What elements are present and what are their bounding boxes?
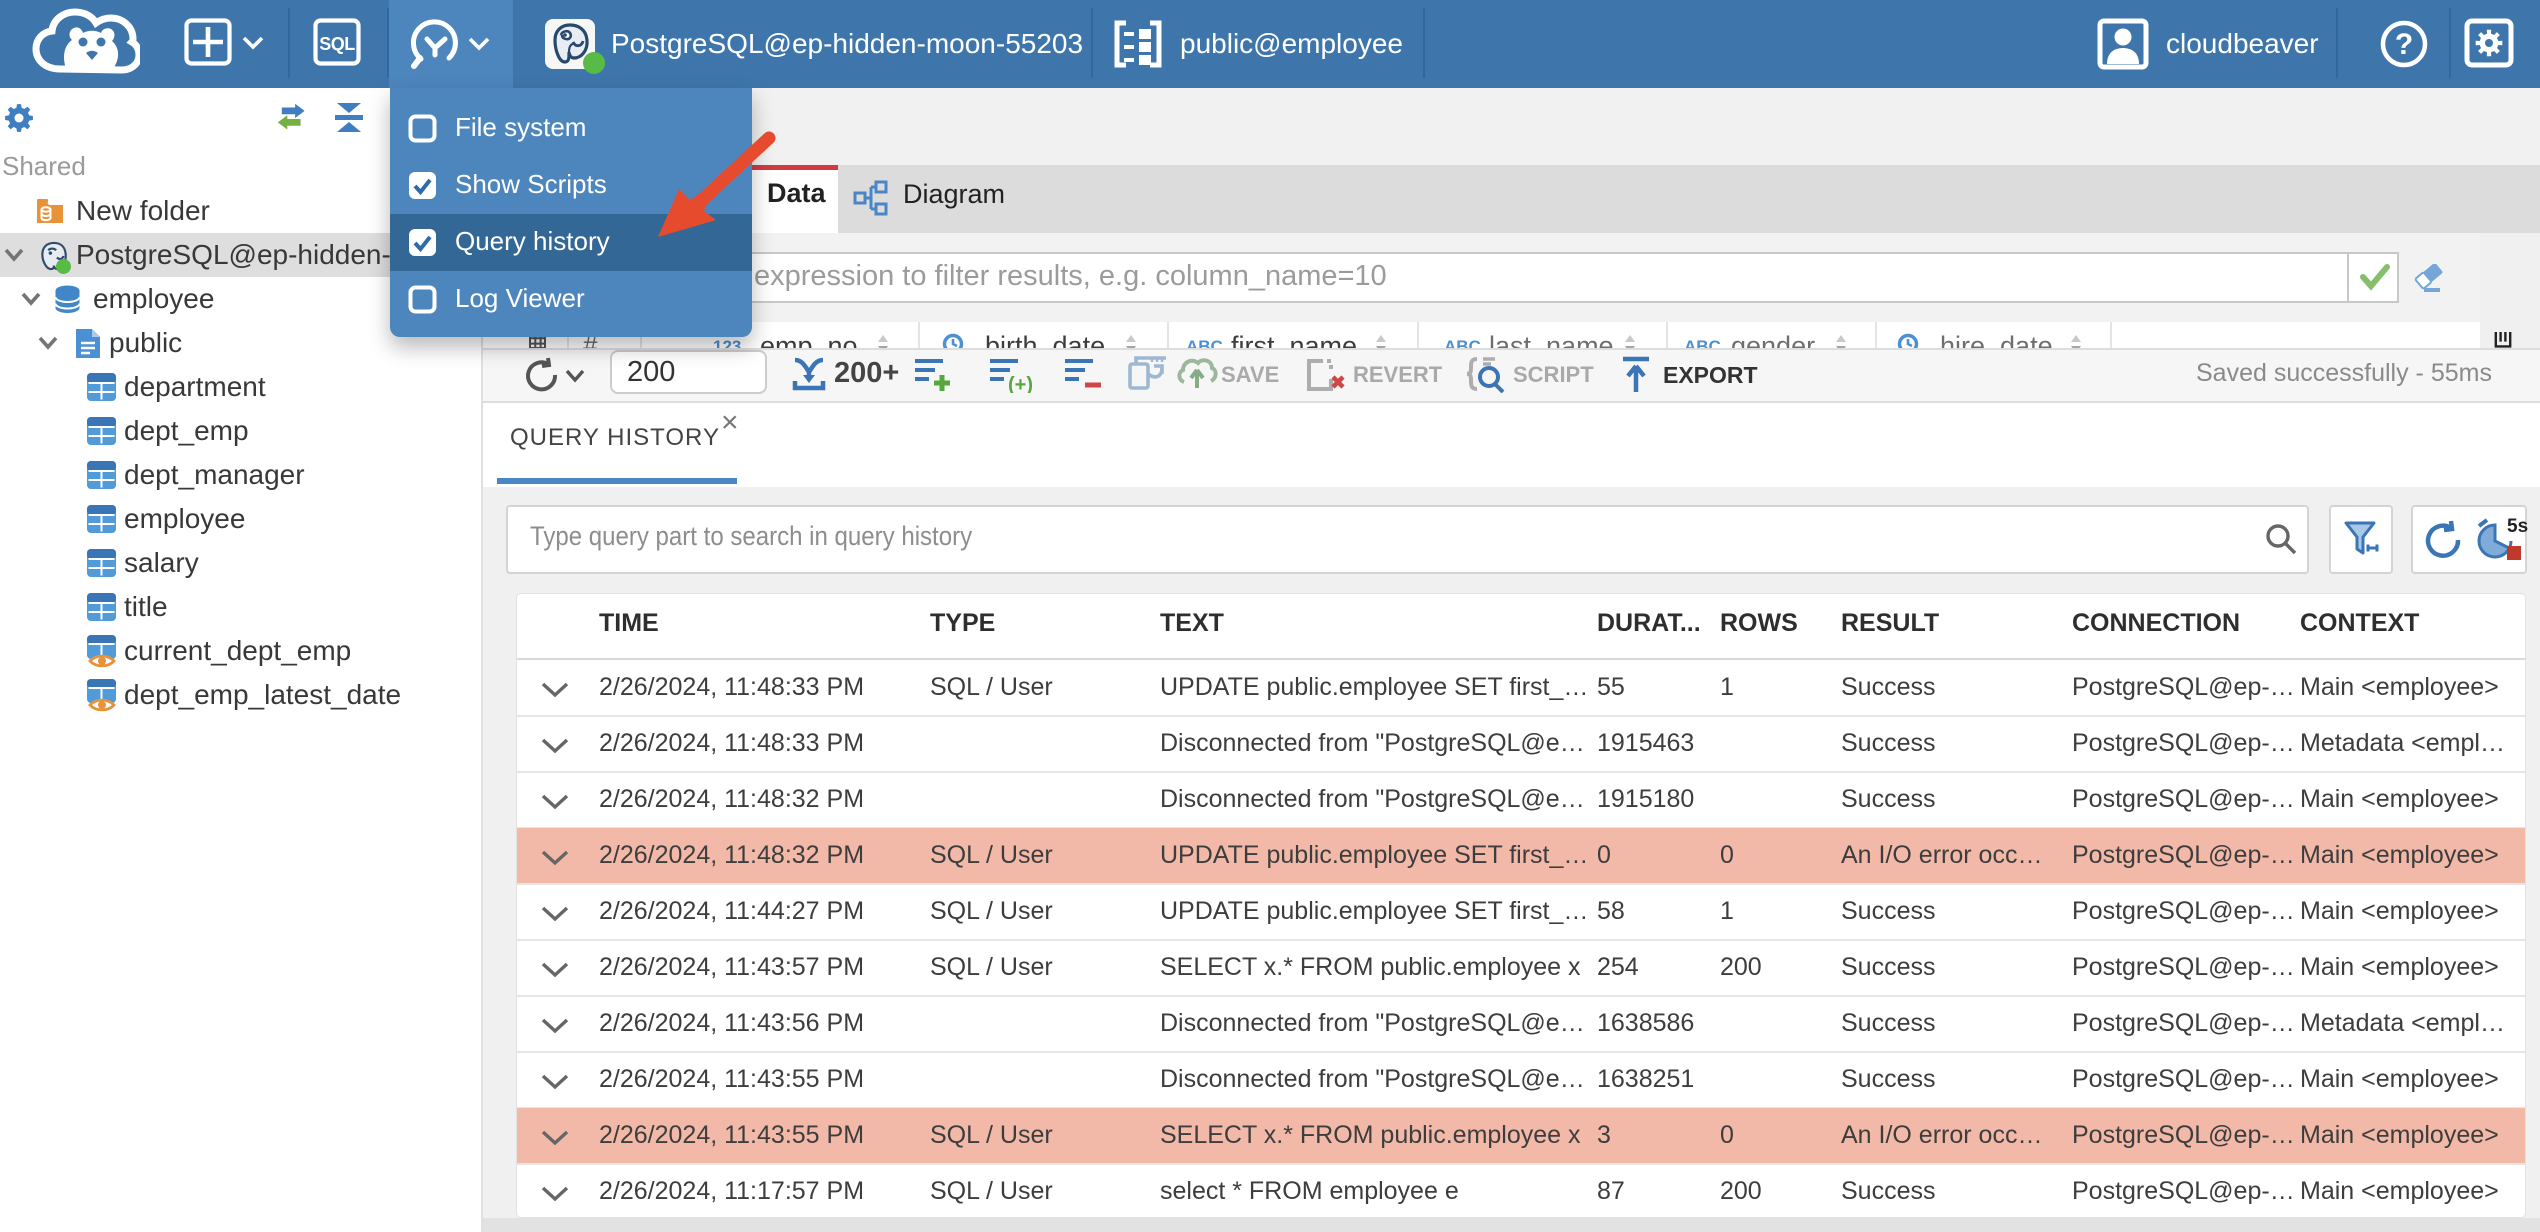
svg-text:(+): (+) <box>1008 374 1032 393</box>
svg-text:?: ? <box>2395 28 2413 61</box>
svg-text:5s: 5s <box>2507 516 2528 537</box>
svg-text:SQL: SQL <box>319 34 355 54</box>
